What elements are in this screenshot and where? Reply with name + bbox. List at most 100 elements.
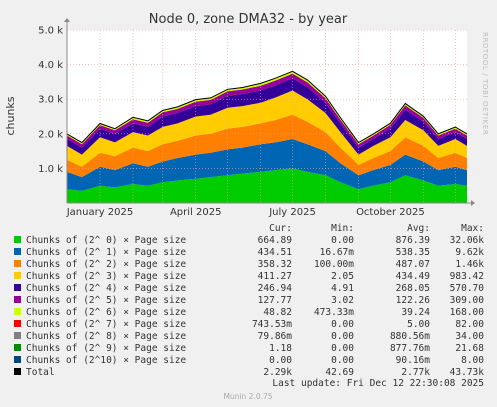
x-tick-label-1: April 2025 [170, 207, 221, 218]
y-tick-label-3: 4.0 k [38, 60, 63, 71]
legend-name-3: Chunks of (2^ 3) × Page size [26, 271, 186, 282]
legend-row-2: Chunks of (2^ 2) × Page size 358.32 100.00… [14, 259, 484, 270]
legend-row-6: Chunks of (2^ 6) × Page size 48.82 473.33m… [14, 307, 484, 318]
legend-name-2: Chunks of (2^ 2) × Page size [26, 259, 186, 270]
legend-name-11: Total [26, 367, 55, 378]
legend-avg-5: 122.26 [396, 295, 431, 306]
legend-row-11: Total 2.29k 42.69 2.77k 43.73k [14, 367, 484, 378]
munin-version: Munin 2.0.75 [223, 392, 272, 401]
legend-name-5: Chunks of (2^ 5) × Page size [26, 295, 186, 306]
legend-min-9: 0.00 [331, 343, 354, 354]
legend-max-2: 1.46k [455, 259, 484, 270]
legend-min-11: 42.69 [325, 367, 354, 378]
legend-avg-1: 538.35 [396, 247, 430, 258]
legend-avg-8: 880.56m [390, 331, 430, 342]
legend-row-10: Chunks of (2^10) × Page size 0.00 0.00 90.1… [14, 355, 484, 366]
last-update: Last update: Fri Dec 12 22:30:08 2025 [272, 378, 484, 389]
legend-min-2: 100.00m [314, 259, 354, 270]
legend: Cur: Min: Avg: Max: Chunks of (2^ 0) × Page… [14, 223, 484, 378]
total-line [66, 70, 468, 144]
y-tick-label-0: 1.0 k [38, 164, 63, 175]
y-tick-label-1: 2.0 k [38, 129, 63, 140]
legend-swatch-2 [14, 260, 21, 267]
area-series-1 [67, 139, 467, 191]
legend-swatch-4 [14, 284, 21, 291]
legend-name-9: Chunks of (2^ 9) × Page size [26, 343, 186, 354]
legend-max-6: 168.00 [450, 307, 485, 318]
legend-min-6: 473.33m [314, 307, 354, 318]
legend-swatch-0 [14, 236, 21, 243]
x-tick-labels: January 2025 April 2025 July 2025 October 2… [66, 207, 425, 218]
legend-min-10: 0.00 [331, 355, 354, 366]
legend-cur-5: 127.77 [258, 295, 292, 306]
legend-avg-0: 876.39 [396, 235, 431, 246]
legend-swatch-1 [14, 248, 21, 255]
y-axis-label: chunks [4, 96, 17, 135]
legend-max-7: 82.00 [455, 319, 484, 330]
legend-name-1: Chunks of (2^ 1) × Page size [26, 247, 186, 258]
x-axis-arrow [471, 200, 475, 206]
legend-swatch-8 [14, 332, 21, 339]
legend-max-5: 309.00 [450, 295, 485, 306]
legend-avg-11: 2.77k [401, 367, 430, 378]
x-tick-label-0: January 2025 [66, 207, 134, 218]
area-series-3 [67, 90, 467, 167]
legend-cur-2: 358.32 [258, 259, 292, 270]
legend-cur-10: 0.00 [269, 355, 292, 366]
rrdtool-credit: RRDTOOL / TOBI OETIKER [481, 32, 489, 135]
y-axis-arrow [64, 18, 70, 22]
chart-title: Node 0, zone DMA32 - by year [149, 12, 348, 27]
legend-row-3: Chunks of (2^ 3) × Page size 411.27 2.05 43… [14, 271, 484, 282]
area-series-4 [67, 78, 467, 155]
area-series-2 [67, 114, 467, 178]
legend-rows: Chunks of (2^ 0) × Page size 664.89 0.00 87… [14, 235, 484, 378]
legend-row-8: Chunks of (2^ 8) × Page size 79.86m 0.00 88… [14, 331, 484, 342]
legend-avg-4: 268.05 [396, 283, 430, 294]
legend-max-8: 34.00 [455, 331, 484, 342]
legend-cur-1: 434.51 [258, 247, 293, 258]
legend-name-0: Chunks of (2^ 0) × Page size [26, 235, 186, 246]
legend-name-6: Chunks of (2^ 6) × Page size [26, 307, 186, 318]
legend-max-10: 8.00 [461, 355, 484, 366]
legend-avg-6: 39.24 [401, 307, 430, 318]
legend-swatch-11 [14, 368, 21, 375]
x-tick-label-2: July 2025 [268, 207, 316, 218]
legend-max-11: 43.73k [450, 367, 485, 378]
total-line-group [66, 70, 468, 144]
legend-row-5: Chunks of (2^ 5) × Page size 127.77 3.02 12… [14, 295, 484, 306]
legend-avg-7: 5.00 [407, 319, 430, 330]
legend-cur-4: 246.94 [258, 283, 293, 294]
legend-header-1: Min: [331, 223, 354, 234]
legend-header-3: Max: [461, 223, 484, 234]
legend-avg-10: 90.16m [396, 355, 431, 366]
y-tick-label-4: 5.0 k [38, 26, 63, 37]
legend-name-8: Chunks of (2^ 8) × Page size [26, 331, 186, 342]
legend-row-1: Chunks of (2^ 1) × Page size 434.51 16.67m… [14, 247, 484, 258]
legend-min-0: 0.00 [331, 235, 354, 246]
legend-row-7: Chunks of (2^ 7) × Page size 743.53m 0.00 5… [14, 319, 484, 330]
legend-cur-9: 1.18 [269, 343, 292, 354]
legend-avg-9: 877.76m [390, 343, 430, 354]
legend-name-7: Chunks of (2^ 7) × Page size [26, 319, 186, 330]
legend-name-10: Chunks of (2^10) × Page size [26, 355, 186, 366]
legend-swatch-6 [14, 308, 21, 315]
legend-cur-11: 2.29k [263, 367, 292, 378]
legend-header-2: Avg: [407, 223, 430, 234]
legend-cur-7: 743.53m [252, 319, 292, 330]
legend-row-0: Chunks of (2^ 0) × Page size 664.89 0.00 87… [14, 235, 484, 246]
y-tick-labels: 1.0 k 2.0 k 3.0 k 4.0 k 5.0 k [38, 26, 63, 175]
legend-avg-3: 434.49 [396, 271, 431, 282]
legend-swatch-5 [14, 296, 21, 303]
area-series-0 [67, 168, 467, 203]
y-tick-label-2: 3.0 k [38, 95, 63, 106]
legend-cur-3: 411.27 [258, 271, 292, 282]
axes [64, 18, 475, 206]
legend-max-1: 9.62k [455, 247, 484, 258]
legend-swatch-7 [14, 320, 21, 327]
legend-row-9: Chunks of (2^ 9) × Page size 1.18 0.00 877.… [14, 343, 484, 354]
legend-min-4: 4.91 [331, 283, 354, 294]
legend-min-1: 16.67m [320, 247, 355, 258]
plot-area: 1.0 k 2.0 k 3.0 k 4.0 k 5.0 k January 2025 Ap… [38, 18, 475, 218]
grid-lines [67, 29, 467, 203]
